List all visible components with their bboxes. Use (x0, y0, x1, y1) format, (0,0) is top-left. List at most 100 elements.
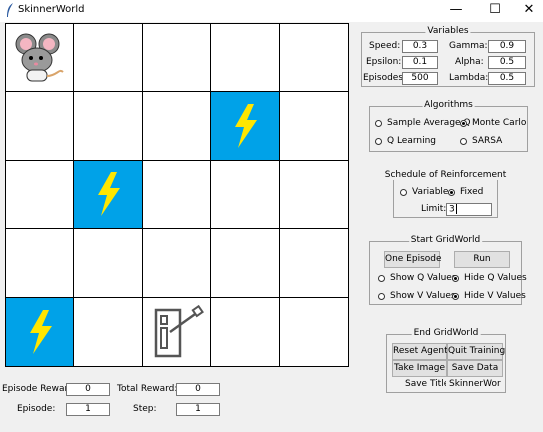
grid-cell-empty (74, 92, 143, 161)
grid-cell-shock (211, 92, 280, 161)
episode-reward-field[interactable]: 0 (66, 383, 110, 396)
radio-fixed[interactable]: Fixed (448, 187, 483, 197)
lever-icon (155, 304, 205, 358)
lightning-bolt-icon (98, 172, 121, 217)
step-field[interactable]: 1 (176, 403, 220, 416)
radio-label: Sample Average Q (387, 118, 471, 128)
radio-indicator (452, 292, 459, 300)
grid-cell-empty (211, 24, 280, 93)
epsilon-label: Epsilon: (366, 57, 402, 67)
radio-label: Show Q Values (390, 273, 457, 283)
grid-cell-lever (143, 297, 212, 366)
schedule-legend: Schedule of Reinforcement (382, 170, 509, 180)
one-episode-button[interactable]: One Episode (384, 251, 442, 268)
grid-cell-empty (74, 24, 143, 93)
algorithms-legend: Algorithms (422, 100, 475, 110)
radio-monte-carlo[interactable]: Monte Carlo (460, 118, 526, 128)
radio-indicator (452, 274, 459, 282)
end-gridworld-group: End GridWorld Reset Agent Quit Training … (386, 328, 506, 393)
grid-cell-empty (280, 298, 348, 366)
radio-indicator (378, 292, 385, 300)
radio-q-learning[interactable]: Q Learning (375, 136, 436, 146)
lambda-label: Lambda: (449, 73, 489, 83)
episode-reward-label: Episode Reward: (2, 384, 77, 394)
start-legend: Start GridWorld (408, 235, 483, 245)
grid-cell-empty (142, 160, 212, 230)
radio-show-q-values[interactable]: Show Q Values (378, 273, 457, 283)
grid-cell-shock (74, 160, 143, 230)
grid-cell-empty (211, 229, 280, 298)
gamma-field[interactable]: 0.9 (488, 40, 526, 53)
alpha-label: Alpha: (455, 57, 484, 67)
limit-label: Limit: (421, 204, 447, 214)
grid-cell-empty (279, 229, 348, 298)
lambda-field[interactable]: 0.5 (488, 72, 526, 85)
grid-cell-empty (142, 229, 212, 298)
radio-indicator (460, 119, 467, 127)
grid-cell-empty (74, 297, 143, 366)
episode-label: Episode: (17, 404, 56, 414)
save-title-label: Save Title: (405, 379, 453, 389)
total-reward-label: Total Reward: (117, 384, 178, 394)
save-title-field[interactable]: SkinnerWor (446, 378, 504, 391)
radio-indicator (460, 137, 467, 145)
reset-agent-button[interactable]: Reset Agent (392, 343, 448, 360)
radio-label: Hide Q Values (464, 273, 527, 283)
speed-label: Speed: (369, 41, 401, 51)
radio-show-v-values[interactable]: Show V Values (378, 291, 456, 301)
radio-label: Monte Carlo (472, 118, 527, 128)
quit-training-button[interactable]: Quit Training (447, 343, 505, 360)
epsilon-field[interactable]: 0.1 (402, 56, 438, 69)
save-data-button[interactable]: Save Data (447, 360, 503, 377)
grid-world (5, 23, 349, 367)
minimize-button[interactable]: — (449, 2, 463, 17)
variables-group: Variables Speed: 0.3 Gamma: 0.9 Epsilon:… (361, 26, 535, 87)
grid-cell-empty (211, 160, 280, 230)
window-title: SkinnerWorld (18, 4, 85, 15)
speed-field[interactable]: 0.3 (402, 40, 438, 53)
variables-legend: Variables (425, 26, 471, 36)
mouse-agent-icon (15, 33, 64, 82)
text-cursor (455, 204, 457, 214)
episode-field[interactable]: 1 (66, 403, 110, 416)
limit-value: 3 (449, 204, 455, 215)
grid-cell-empty (142, 92, 212, 161)
radio-indicator (400, 188, 407, 196)
grid-cell-empty (279, 24, 348, 93)
take-image-button[interactable]: Take Image (392, 360, 447, 377)
alpha-field[interactable]: 0.5 (488, 56, 526, 69)
step-label: Step: (133, 404, 157, 414)
total-reward-field[interactable]: 0 (176, 383, 220, 396)
grid-cell-empty (279, 161, 348, 230)
radio-hide-q-values[interactable]: Hide Q Values (452, 273, 527, 283)
algorithms-group: Algorithms Sample Average Q Monte Carlo … (369, 100, 528, 152)
title-bar: SkinnerWorld — ☐ ✕ (0, 0, 543, 22)
grid-cell-empty (6, 229, 75, 298)
radio-indicator (375, 119, 382, 127)
run-button[interactable]: Run (454, 251, 510, 268)
radio-label: SARSA (472, 136, 503, 146)
grid-cell-empty (6, 160, 75, 230)
radio-label: Show V Values (390, 291, 456, 301)
episodes-label: Episodes: (363, 73, 407, 83)
lightning-bolt-icon (29, 309, 52, 354)
grid-cell-empty (279, 92, 348, 161)
radio-variable[interactable]: Variable (400, 187, 448, 197)
gamma-label: Gamma: (449, 41, 488, 51)
radio-hide-v-values[interactable]: Hide V Values (452, 291, 526, 301)
radio-label: Fixed (460, 187, 484, 197)
lightning-bolt-icon (234, 104, 257, 149)
radio-sarsa[interactable]: SARSA (460, 136, 502, 146)
grid-cell-empty (142, 24, 212, 93)
radio-label: Variable (412, 187, 449, 197)
end-legend: End GridWorld (411, 328, 481, 338)
maximize-button[interactable]: ☐ (489, 2, 501, 17)
feather-icon (7, 3, 13, 17)
episodes-field[interactable]: 500 (402, 72, 438, 85)
radio-label: Hide V Values (464, 291, 526, 301)
radio-sample-average-q[interactable]: Sample Average Q (375, 118, 471, 128)
limit-field[interactable]: 3 (446, 203, 492, 216)
close-button[interactable]: ✕ (523, 2, 535, 17)
radio-indicator (375, 137, 382, 145)
radio-label: Q Learning (387, 136, 437, 146)
